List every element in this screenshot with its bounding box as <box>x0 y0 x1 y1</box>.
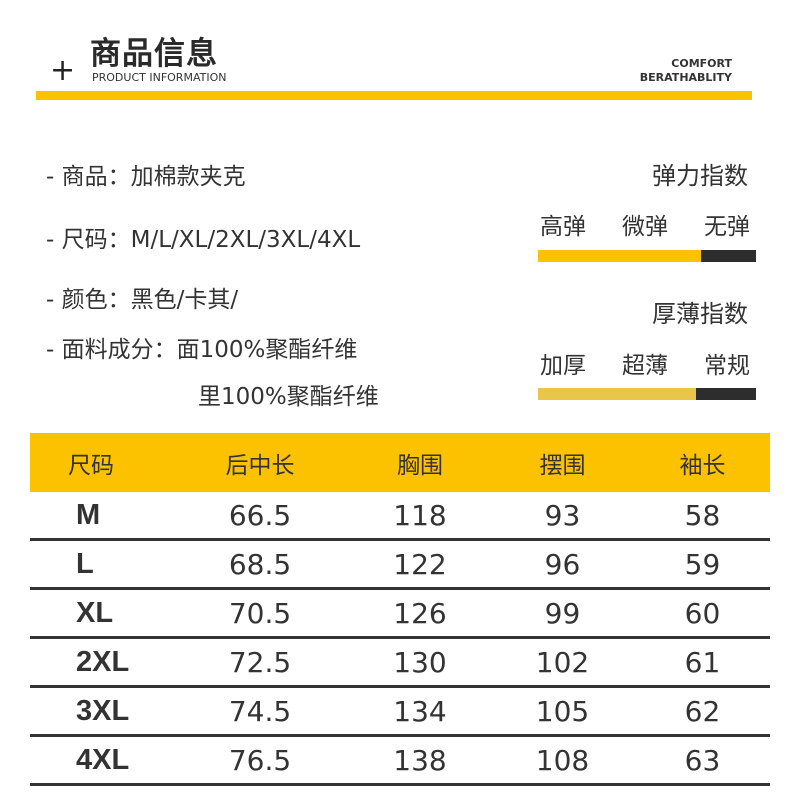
thickness-level: 常规 <box>704 353 750 379</box>
info-colors: - 颜色：黑色/卡其/ <box>46 287 239 313</box>
header-divider <box>36 91 752 100</box>
thickness-scale: 加厚 超薄 常规 <box>540 346 750 380</box>
header-sleeve: 袖长 <box>679 452 726 479</box>
table-cell: 4XL <box>76 743 130 776</box>
header-back-length: 后中长 <box>225 452 295 479</box>
table-cell: 3XL <box>76 694 130 727</box>
comfort-line1: COMFORT <box>671 57 732 70</box>
header-hem: 摆围 <box>539 452 586 479</box>
table-cell: 63 <box>684 743 721 777</box>
table-cell: 99 <box>544 596 581 630</box>
table-row: L 68.5 122 96 59 <box>30 541 770 590</box>
page-subtitle: PRODUCT INFORMATION <box>92 71 227 84</box>
table-cell: M <box>76 498 101 531</box>
elasticity-level: 高弹 <box>540 214 586 240</box>
elasticity-scale: 高弹 微弹 无弹 <box>540 207 750 241</box>
table-cell: 59 <box>684 547 721 581</box>
table-cell: 60 <box>684 596 721 630</box>
table-cell: 66.5 <box>228 498 292 532</box>
comfort-line2: BERATHABLITY <box>639 71 732 84</box>
table-cell: 105 <box>535 694 590 728</box>
table-cell: 76.5 <box>228 743 292 777</box>
table-cell: 61 <box>684 645 721 679</box>
table-cell: 122 <box>393 547 447 581</box>
info-fabric-lining: 里100%聚酯纤维 <box>198 384 379 410</box>
info-product: - 商品：加棉款夹克 <box>46 164 246 190</box>
table-cell: 58 <box>684 498 721 532</box>
table-cell: L <box>76 547 94 580</box>
elasticity-bar <box>538 250 756 262</box>
table-cell: 74.5 <box>228 694 292 728</box>
plus-icon: + <box>50 53 76 88</box>
header-size: 尺码 <box>68 452 114 479</box>
thickness-title: 厚薄指数 <box>652 300 748 328</box>
table-cell: 126 <box>393 596 447 630</box>
page-title: 商品信息 <box>90 36 218 72</box>
table-cell: 138 <box>393 743 447 777</box>
table-cell: 70.5 <box>228 596 292 630</box>
table-cell: XL <box>76 596 114 629</box>
elasticity-level: 无弹 <box>704 214 750 240</box>
elasticity-level: 微弹 <box>622 214 668 240</box>
header-chest: 胸围 <box>397 452 443 479</box>
comfort-label: COMFORT BERATHABLITY <box>640 57 732 85</box>
table-row: XL 70.5 126 99 60 <box>30 590 770 639</box>
thickness-bar <box>538 388 756 400</box>
table-row: 4XL 76.5 138 108 63 <box>30 737 770 786</box>
elasticity-title: 弹力指数 <box>652 162 748 190</box>
table-cell: 93 <box>544 498 581 532</box>
thickness-level: 超薄 <box>622 353 668 379</box>
table-cell: 130 <box>393 645 447 679</box>
table-cell: 118 <box>393 498 447 532</box>
table-row: 3XL 74.5 134 105 62 <box>30 688 770 737</box>
size-table: 尺码 后中长 胸围 摆围 袖长 M 66.5 118 93 58 L 68.5 122 96 59… <box>30 433 770 786</box>
table-cell: 2XL <box>76 645 130 678</box>
table-row: 2XL 72.5 130 102 61 <box>30 639 770 688</box>
table-cell: 96 <box>544 547 581 581</box>
table-cell: 102 <box>535 645 590 679</box>
table-row: M 66.5 118 93 58 <box>30 492 770 541</box>
table-header: 尺码 后中长 胸围 摆围 袖长 <box>30 433 770 492</box>
table-cell: 62 <box>684 694 721 728</box>
info-fabric-outer: - 面料成分：面100%聚酯纤维 <box>46 337 358 363</box>
info-sizes: - 尺码：M/L/XL/2XL/3XL/4XL <box>46 227 361 253</box>
table-cell: 68.5 <box>228 547 292 581</box>
table-cell: 108 <box>535 743 590 777</box>
table-cell: 72.5 <box>228 645 292 679</box>
thickness-level: 加厚 <box>540 353 586 379</box>
table-cell: 134 <box>393 694 447 728</box>
